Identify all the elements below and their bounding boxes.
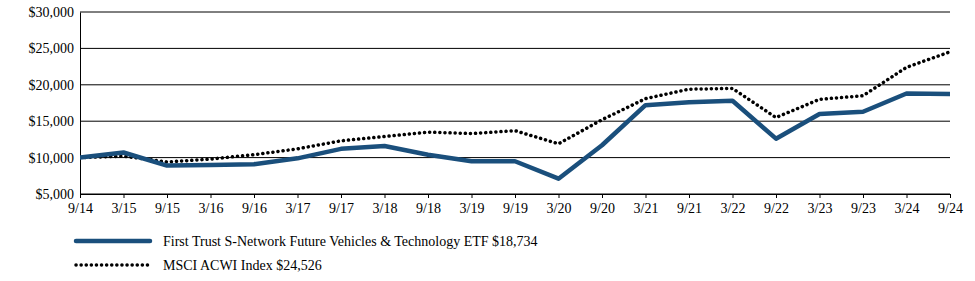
x-tick: 9/15 [155, 194, 180, 216]
x-tick: 9/24 [938, 194, 963, 216]
x-tick-mark [472, 194, 473, 198]
x-tick: 3/21 [634, 194, 659, 216]
x-tick-mark [689, 194, 690, 198]
y-tick-label: $15,000 [29, 114, 75, 129]
x-tick: 9/23 [851, 194, 876, 216]
x-tick-label: 9/19 [503, 201, 528, 216]
x-tick-mark [211, 194, 212, 198]
x-tick: 3/17 [286, 194, 311, 216]
x-tick-mark [124, 194, 125, 198]
y-tick-label: $30,000 [29, 5, 75, 20]
x-tick-mark [80, 194, 81, 198]
series-line [80, 52, 950, 162]
y-tick-label: $25,000 [29, 41, 75, 56]
x-tick-mark [733, 194, 734, 198]
legend: First Trust S-Network Future Vehicles & … [76, 234, 538, 273]
x-tick: 9/17 [329, 194, 354, 216]
x-tick-mark [559, 194, 560, 198]
x-tick-mark [341, 194, 342, 198]
y-axis-line [80, 13, 81, 195]
y-tick-label: $10,000 [29, 151, 75, 166]
x-tick: 9/19 [503, 194, 528, 216]
legend-label: First Trust S-Network Future Vehicles & … [163, 234, 538, 249]
grid-line [80, 121, 950, 122]
legend-swatch [76, 239, 150, 244]
x-tick-label: 9/24 [938, 201, 963, 216]
y-tick: $30,000 [29, 5, 81, 20]
y-tick-label: $20,000 [29, 78, 75, 93]
x-tick-label: 9/16 [242, 201, 267, 216]
x-tick-mark [602, 194, 603, 198]
x-tick: 3/15 [112, 194, 137, 216]
plot: $5,000 $10,000 $15,000 $20,000 $25,000 $30,00… [29, 5, 963, 216]
series-line [80, 94, 950, 179]
x-tick-label: 3/24 [895, 201, 920, 216]
x-tick-mark [863, 194, 864, 198]
legend-item: First Trust S-Network Future Vehicles & … [76, 234, 538, 249]
legend-label: MSCI ACWI Index $24,526 [163, 258, 322, 273]
x-tick-label: 9/22 [764, 201, 789, 216]
x-tick: 3/23 [808, 194, 833, 216]
x-tick: 9/18 [416, 194, 441, 216]
x-tick-mark [646, 194, 647, 198]
legend-item: MSCI ACWI Index $24,526 [76, 258, 322, 273]
x-tick-mark [428, 194, 429, 198]
x-tick: 3/20 [547, 194, 572, 216]
x-tick: 9/21 [677, 194, 702, 216]
x-tick-label: 9/15 [155, 201, 180, 216]
grid-line [80, 84, 950, 85]
chart: $5,000 $10,000 $15,000 $20,000 $25,000 $30,00… [0, 0, 975, 281]
x-tick-label: 9/23 [851, 201, 876, 216]
x-tick-label: 9/21 [677, 201, 702, 216]
y-tick: $10,000 [29, 151, 81, 166]
x-tick: 3/16 [199, 194, 224, 216]
x-tick-label: 3/16 [199, 201, 224, 216]
lines [80, 52, 950, 179]
legend-swatch [76, 263, 150, 267]
x-tick: 9/14 [68, 194, 93, 216]
x-tick-mark [298, 194, 299, 198]
x-tick: 3/22 [721, 194, 746, 216]
x-tick-mark [167, 194, 168, 198]
y-axis: $5,000 $10,000 $15,000 $20,000 $25,000 $30,00… [29, 5, 81, 202]
x-tick-label: 3/15 [112, 201, 137, 216]
grid-line [80, 12, 950, 13]
x-tick-label: 9/20 [590, 201, 615, 216]
x-tick-label: 9/18 [416, 201, 441, 216]
x-tick-mark [820, 194, 821, 198]
x-tick-label: 9/17 [329, 201, 354, 216]
x-tick-label: 3/20 [547, 201, 572, 216]
x-tick-mark [254, 194, 255, 198]
x-tick-mark [776, 194, 777, 198]
x-tick: 3/18 [373, 194, 398, 216]
y-tick: $25,000 [29, 41, 81, 56]
x-tick-mark [385, 194, 386, 198]
grid-line [80, 157, 950, 158]
x-tick: 9/20 [590, 194, 615, 216]
x-tick: 9/22 [764, 194, 789, 216]
grid [80, 12, 950, 194]
y-tick: $5,000 [36, 187, 81, 202]
x-tick: 9/16 [242, 194, 267, 216]
x-axis: 9/14 3/15 9/15 3/16 9/16 3/17 9/17 3/18 9/18 3/19… [68, 194, 963, 216]
x-tick-mark [950, 194, 951, 198]
x-tick-mark [515, 194, 516, 198]
x-tick-label: 3/23 [808, 201, 833, 216]
y-tick: $20,000 [29, 78, 81, 93]
x-tick-label: 3/21 [634, 201, 659, 216]
x-tick-mark [907, 194, 908, 198]
x-tick: 3/19 [460, 194, 485, 216]
x-tick-label: 3/17 [286, 201, 311, 216]
x-axis-line [81, 195, 951, 199]
x-tick-label: 3/18 [373, 201, 398, 216]
y-tick-label: $5,000 [36, 187, 75, 202]
x-tick-label: 3/22 [721, 201, 746, 216]
x-tick-label: 3/19 [460, 201, 485, 216]
x-tick: 3/24 [895, 194, 920, 216]
grid-line [80, 48, 950, 49]
x-tick-label: 9/14 [68, 201, 93, 216]
y-tick: $15,000 [29, 114, 81, 129]
